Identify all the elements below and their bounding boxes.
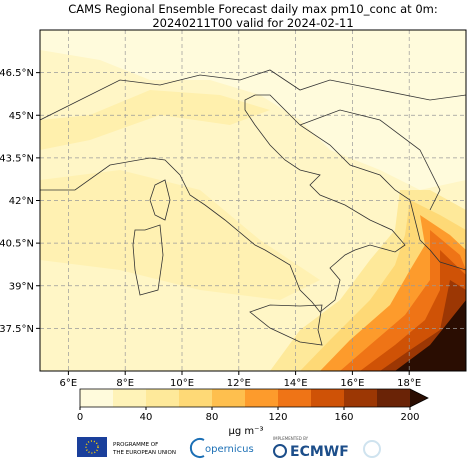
colorbar-tick-label: 80 (206, 412, 219, 423)
y-tick-label: 46.5°N (0, 68, 34, 79)
title-line: 20240211T00 valid for 2024-02-11 (152, 16, 353, 30)
logo-text: opernicus (205, 444, 254, 455)
colorbar-tick-label: 200 (400, 412, 419, 423)
grid (40, 30, 466, 371)
y-tick-label: 39°N (9, 281, 34, 292)
coastline (149, 179, 171, 221)
x-tick-label: 10°E (170, 378, 194, 389)
y-tick-label: 43.5°N (0, 153, 34, 164)
logo-text: ECMWF (290, 444, 349, 460)
colorbar-bin (311, 389, 345, 407)
y-tick-label: 40.5°N (0, 239, 34, 250)
colorbar-extend (410, 389, 428, 407)
colorbar-label: µg m⁻³ (229, 426, 264, 437)
x-tick-label: 18°E (397, 378, 421, 389)
colorbar-bin (278, 389, 312, 407)
logos: PROGRAMME OF THE EUROPEAN UNION opernicu… (77, 436, 381, 460)
copernicus-c (189, 438, 205, 458)
y-tick-label: 37.5°N (0, 324, 34, 335)
cams-icon (363, 440, 381, 458)
coastline (132, 224, 164, 296)
logo-text: THE EUROPEAN UNION (112, 450, 176, 456)
map-area (40, 30, 466, 371)
x-tick-label: 6°E (60, 378, 78, 389)
colorbar-bin (179, 389, 213, 407)
colorbar: 0 40 80 120 160 200 (77, 388, 429, 423)
x-tick-label: 16°E (340, 378, 364, 389)
x-tick-label: 12°E (227, 378, 251, 389)
border (299, 109, 441, 211)
colorbar-bin (245, 389, 279, 407)
x-tick-label: 8°E (116, 378, 134, 389)
colorbar-bin (80, 389, 114, 407)
title-line: CAMS Regional Ensemble Forecast daily ma… (68, 2, 437, 16)
colorbar-bin (146, 389, 180, 407)
eu-stars (85, 440, 99, 454)
coastline (249, 304, 323, 346)
colorbar-tick-label: 40 (140, 412, 153, 423)
logo-text: IMPLEMENTED BY (273, 436, 309, 441)
colorbar-tick-label: 0 (77, 412, 83, 423)
y-tick-label: 42°N (9, 196, 34, 207)
colorbar-bin (212, 389, 246, 407)
colorbar-bin (344, 389, 378, 407)
colorbar-tick-label: 160 (334, 412, 353, 423)
colorbar-bin (377, 389, 411, 407)
colorbar-tick-label: 120 (268, 412, 287, 423)
eu-flag (77, 437, 107, 457)
coastline (40, 94, 466, 313)
colorbar-bin (113, 389, 147, 407)
logo-text: PROGRAMME OF (113, 442, 158, 448)
y-tick-label: 45°N (9, 111, 34, 122)
x-tick-label: 14°E (284, 378, 308, 389)
ecmwf-icon (273, 444, 287, 458)
border (40, 69, 466, 121)
colorbar-frame (79, 388, 429, 408)
